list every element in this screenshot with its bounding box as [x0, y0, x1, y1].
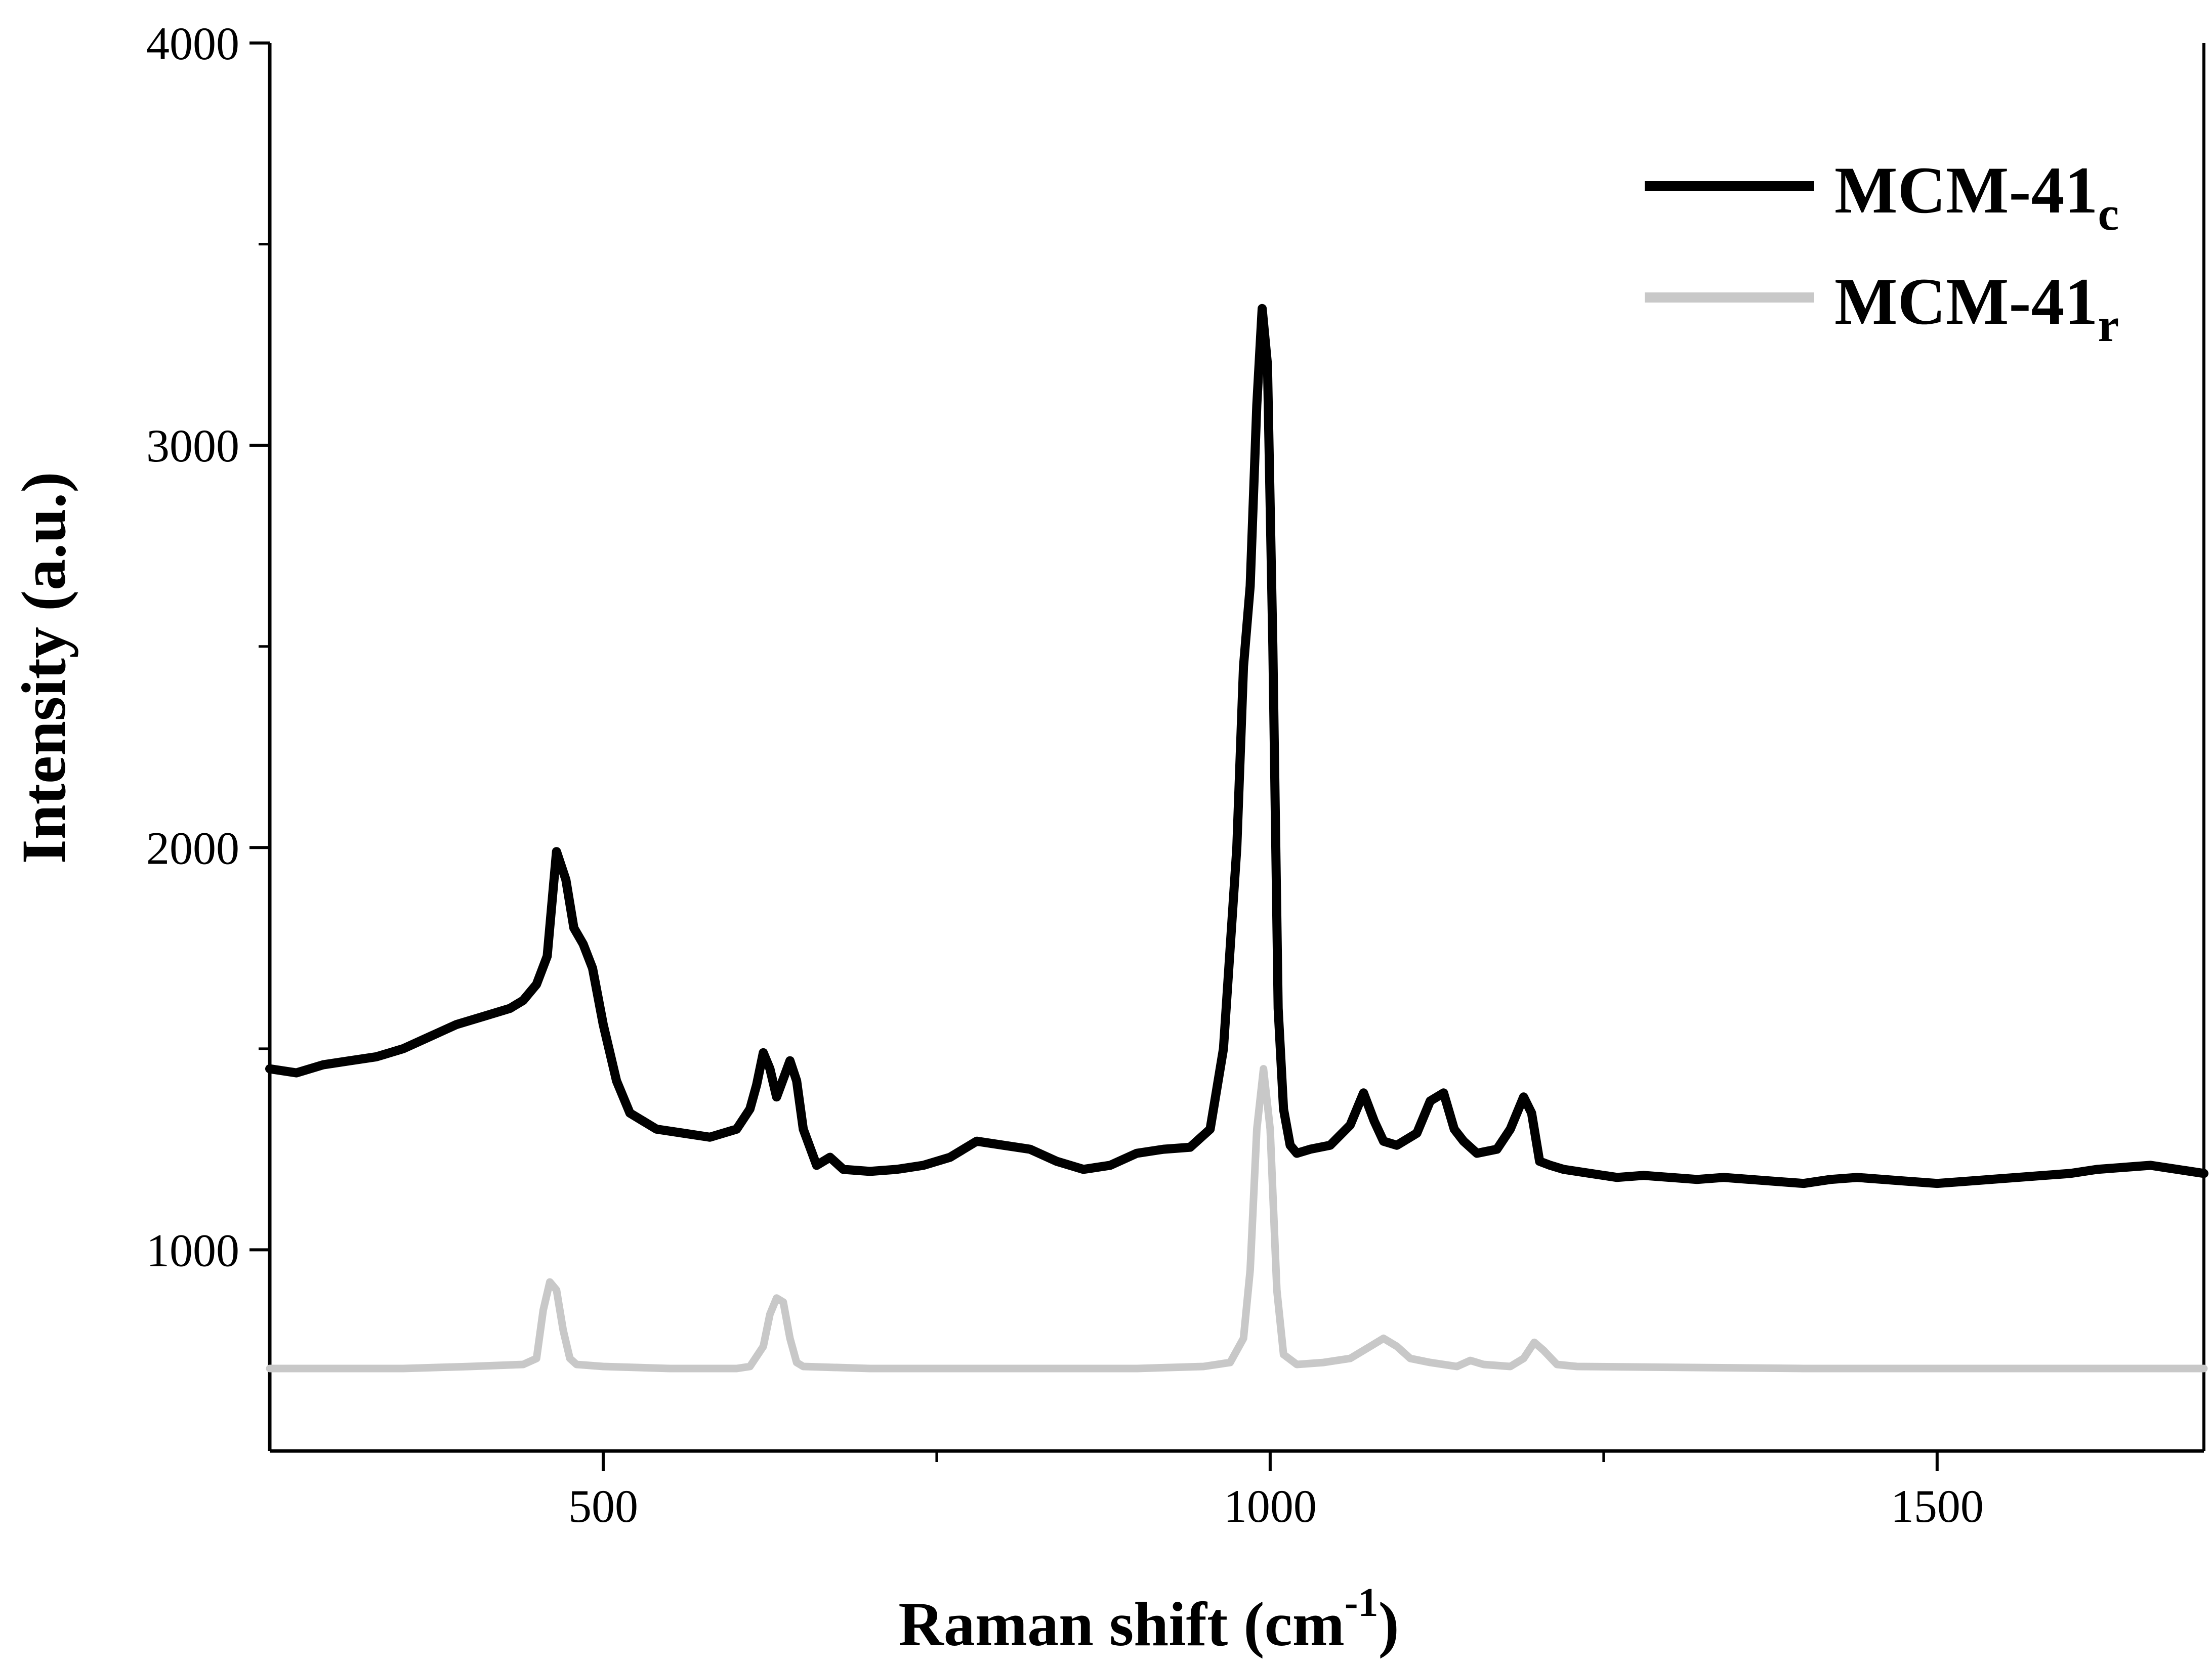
y-tick-label-3000: 3000 — [146, 420, 239, 472]
series-layer — [265, 304, 2208, 1373]
y-tick-label-1000: 1000 — [146, 1224, 239, 1276]
series-line-mcm41r — [266, 1065, 2208, 1373]
x-tick-label-500: 500 — [568, 1480, 638, 1532]
ticks: 1000 2000 3000 4000 500 1000 1500 — [146, 18, 1984, 1532]
legend-label-mcm41r-main: MCM-41 — [1834, 264, 2098, 338]
x-axis-title-main: Raman shift (cm — [898, 1590, 1345, 1659]
legend-label-mcm41c-subscript: c — [2098, 188, 2119, 240]
y-tick-label-4000: 4000 — [146, 18, 239, 69]
y-axis-title: Intensity (a.u.) — [9, 472, 78, 864]
legend: MCM-41c MCM-41r — [1645, 153, 2119, 352]
legend-label-mcm41r-subscript: r — [2098, 299, 2119, 352]
legend-label-mcm41c: MCM-41c — [1834, 153, 2119, 240]
x-tick-label-1500: 1500 — [1891, 1480, 1984, 1532]
legend-label-mcm41c-main: MCM-41 — [1834, 153, 2098, 227]
y-tick-label-2000: 2000 — [146, 822, 239, 874]
x-axis-title: Raman shift (cm-1) — [898, 1580, 1399, 1659]
x-axis-title-superscript: -1 — [1345, 1580, 1379, 1625]
series-line-mcm41c — [265, 304, 2208, 1188]
x-tick-label-1000: 1000 — [1224, 1480, 1317, 1532]
legend-label-mcm41r: MCM-41r — [1834, 264, 2119, 352]
axes — [268, 43, 2205, 1453]
x-axis-title-end: ) — [1379, 1590, 1399, 1659]
